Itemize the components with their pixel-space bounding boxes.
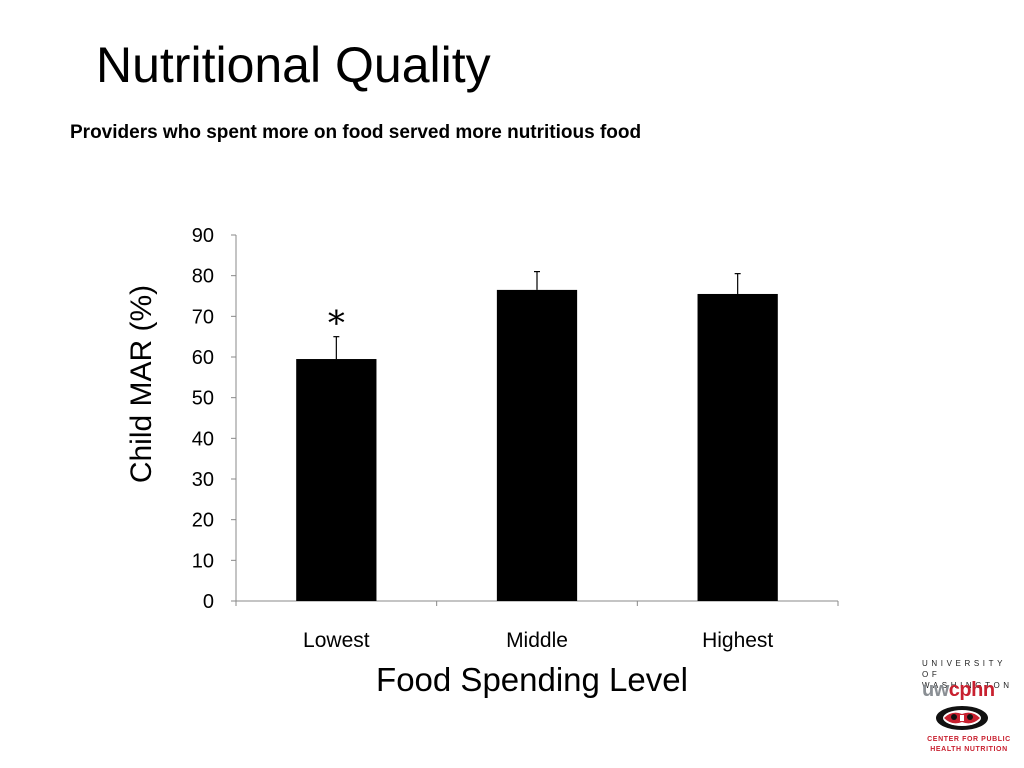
y-tick-label: 0 — [203, 591, 214, 613]
bar — [697, 293, 778, 601]
bar — [496, 289, 578, 601]
y-tick-label: 70 — [192, 306, 214, 328]
significance-annotation: * — [328, 304, 345, 344]
uwcphn-logo: UNIVERSITY OF WASHINGTON uwcphn CENTER F… — [914, 656, 1014, 762]
y-tick-label: 20 — [192, 510, 214, 532]
x-tick-label: Highest — [702, 629, 773, 652]
y-tick-label: 30 — [192, 469, 214, 491]
y-tick-label: 40 — [192, 428, 214, 450]
x-tick-label: Lowest — [303, 629, 370, 652]
x-axis-label: Food Spending Level — [376, 661, 688, 698]
logo-emblem-icon — [936, 706, 988, 730]
logo-brand-text: uwcphn — [922, 679, 995, 701]
y-tick-label: 80 — [192, 266, 214, 288]
bar — [296, 359, 377, 601]
y-tick-label: 50 — [192, 388, 214, 410]
y-tick-label: 60 — [192, 347, 214, 369]
slide-subtitle: Providers who spent more on food served … — [70, 122, 642, 143]
y-axis-label: Child MAR (%) — [125, 284, 158, 484]
logo-university-text: UNIVERSITY OF WASHINGTON — [922, 659, 1013, 690]
y-tick-label: 90 — [192, 225, 214, 247]
logo-center-text: CENTER FOR PUBLIC HEALTH NUTRITION — [927, 736, 1011, 753]
x-tick-label: Middle — [506, 629, 568, 652]
slide-title: Nutritional Quality — [96, 37, 491, 93]
y-tick-label: 10 — [192, 550, 214, 572]
